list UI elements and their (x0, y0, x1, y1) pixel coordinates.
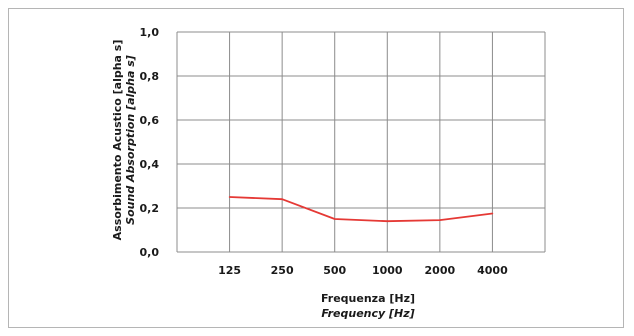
data-point (386, 220, 389, 222)
x-axis-title-secondary: Frequency [Hz] (321, 307, 414, 320)
y-tick-label: 0,6 (140, 114, 160, 127)
x-axis-title: Frequenza [Hz] (321, 292, 415, 305)
data-point (439, 219, 441, 221)
y-axis-title: Assorbimento Acustico [alpha s] (111, 40, 124, 241)
y-tick-labels: 0,0 0,2 0,4 0,6 0,8 1,0 (140, 26, 160, 259)
chart-grid (176, 31, 546, 253)
data-point (333, 218, 336, 220)
series-line (229, 196, 493, 223)
x-tick-label: 125 (218, 264, 241, 277)
y-axis-title-secondary: Sound Absorption [alpha s] (124, 55, 137, 225)
x-tick-label: 250 (271, 264, 294, 277)
x-tick-label: 1000 (372, 264, 403, 277)
y-tick-label: 0,0 (140, 246, 160, 259)
data-series (228, 196, 494, 223)
data-point (281, 198, 283, 200)
chart-frame (8, 8, 624, 328)
y-tick-label: 0,8 (140, 70, 160, 83)
data-point (491, 212, 494, 215)
y-tick-label: 0,4 (140, 158, 160, 171)
x-tick-label: 4000 (477, 264, 508, 277)
y-tick-label: 1,0 (140, 26, 160, 39)
data-point (228, 196, 231, 198)
x-tick-label: 2000 (425, 264, 456, 277)
x-tick-label: 500 (323, 264, 346, 277)
x-tick-labels: 125 250 500 1000 2000 4000 (218, 264, 508, 277)
y-tick-label: 0,2 (140, 202, 160, 215)
